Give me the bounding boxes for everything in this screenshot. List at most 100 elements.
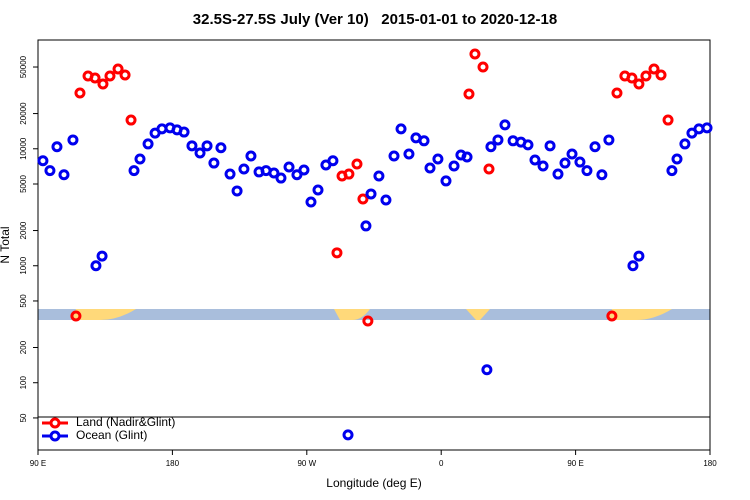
point <box>365 188 377 200</box>
point <box>373 170 385 182</box>
point <box>424 162 436 174</box>
y-tick-label: 500 <box>19 294 28 308</box>
point <box>481 364 493 376</box>
point <box>362 315 374 327</box>
point <box>37 155 49 167</box>
point <box>268 167 280 179</box>
point <box>648 63 660 75</box>
x-axis-label: Longitude (deg E) <box>326 476 421 490</box>
y-tick-label: 10000 <box>19 137 28 160</box>
land-shape <box>334 309 370 320</box>
point <box>589 141 601 153</box>
point <box>360 220 372 232</box>
point <box>343 168 355 180</box>
x-tick-label: 0 <box>439 459 444 468</box>
legend-marker <box>49 430 61 442</box>
y-tick-label: 2000 <box>19 221 28 239</box>
point <box>574 156 586 168</box>
point <box>701 122 713 134</box>
ocean-strip <box>38 309 710 320</box>
chart-title: 32.5S-27.5S July (Ver 10) 2015-01-01 to … <box>193 11 557 28</box>
point <box>671 153 683 165</box>
point <box>291 169 303 181</box>
point <box>142 138 154 150</box>
point <box>552 168 564 180</box>
point <box>112 63 124 75</box>
point <box>640 70 652 82</box>
point <box>440 175 452 187</box>
point <box>483 163 495 175</box>
point <box>194 147 206 159</box>
y-tick-label: 20000 <box>19 102 28 125</box>
land-ocean-strip <box>38 309 710 320</box>
point <box>418 135 430 147</box>
point <box>655 69 667 81</box>
point <box>90 260 102 272</box>
x-tick-label: 90 W <box>297 459 316 468</box>
point <box>522 139 534 151</box>
point <box>104 70 116 82</box>
point <box>74 87 86 99</box>
point <box>178 126 190 138</box>
legend-marker <box>49 417 61 429</box>
point <box>238 163 250 175</box>
point <box>679 138 691 150</box>
point <box>128 165 140 177</box>
point <box>44 165 56 177</box>
land-shape <box>72 309 136 320</box>
point <box>283 161 295 173</box>
plot-frame <box>37 39 711 451</box>
point <box>51 141 63 153</box>
point <box>666 165 678 177</box>
point <box>119 69 131 81</box>
point <box>529 154 541 166</box>
point <box>559 157 571 169</box>
point <box>469 48 481 60</box>
point <box>275 172 287 184</box>
legend-label: Land (Nadir&Glint) <box>76 415 175 429</box>
point <box>432 153 444 165</box>
y-tick-label: 100 <box>19 376 28 390</box>
point <box>626 72 638 84</box>
point <box>537 160 549 172</box>
point <box>566 148 578 160</box>
point <box>492 134 504 146</box>
point <box>96 250 108 262</box>
point <box>461 151 473 163</box>
point <box>305 196 317 208</box>
point <box>388 150 400 162</box>
point <box>485 141 497 153</box>
point <box>611 87 623 99</box>
x-tick-label: 180 <box>703 459 717 468</box>
point <box>499 119 511 131</box>
legend-label: Ocean (Glint) <box>76 428 147 442</box>
point <box>208 157 220 169</box>
land-shape <box>466 309 490 320</box>
point <box>58 169 70 181</box>
point <box>201 140 213 152</box>
point <box>245 150 257 162</box>
point <box>125 114 137 126</box>
y-tick-label: 1000 <box>19 256 28 274</box>
point <box>581 165 593 177</box>
point <box>224 168 236 180</box>
point <box>477 61 489 73</box>
y-tick-label: 200 <box>19 340 28 354</box>
point <box>603 134 615 146</box>
point <box>351 158 363 170</box>
point <box>448 160 460 172</box>
y-tick-label: 50000 <box>19 55 28 78</box>
point <box>186 140 198 152</box>
point <box>606 310 618 322</box>
point <box>89 72 101 84</box>
point <box>312 184 324 196</box>
point <box>70 310 82 322</box>
point <box>67 134 79 146</box>
x-tick-label: 180 <box>166 459 180 468</box>
point <box>331 247 343 259</box>
point <box>544 140 556 152</box>
point <box>298 164 310 176</box>
point <box>395 123 407 135</box>
point <box>231 185 243 197</box>
point <box>134 153 146 165</box>
